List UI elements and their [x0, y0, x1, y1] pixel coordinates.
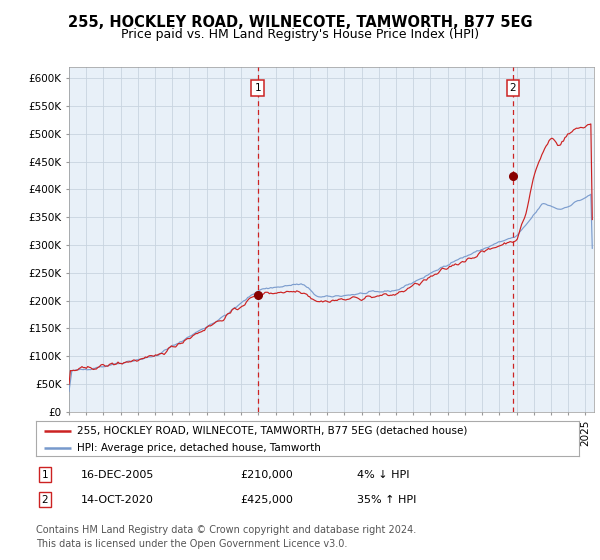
Text: 255, HOCKLEY ROAD, WILNECOTE, TAMWORTH, B77 5EG (detached house): 255, HOCKLEY ROAD, WILNECOTE, TAMWORTH, …	[77, 426, 467, 436]
Text: 2: 2	[509, 83, 516, 94]
Text: 4% ↓ HPI: 4% ↓ HPI	[357, 470, 409, 480]
Text: 1: 1	[41, 470, 49, 480]
Text: 1: 1	[254, 83, 261, 94]
Text: HPI: Average price, detached house, Tamworth: HPI: Average price, detached house, Tamw…	[77, 442, 320, 452]
Text: 35% ↑ HPI: 35% ↑ HPI	[357, 494, 416, 505]
Text: £210,000: £210,000	[240, 470, 293, 480]
Text: 16-DEC-2005: 16-DEC-2005	[81, 470, 154, 480]
Text: 14-OCT-2020: 14-OCT-2020	[81, 494, 154, 505]
Text: Contains HM Land Registry data © Crown copyright and database right 2024.
This d: Contains HM Land Registry data © Crown c…	[36, 525, 416, 549]
Text: 255, HOCKLEY ROAD, WILNECOTE, TAMWORTH, B77 5EG: 255, HOCKLEY ROAD, WILNECOTE, TAMWORTH, …	[68, 15, 532, 30]
Text: £425,000: £425,000	[240, 494, 293, 505]
Text: 2: 2	[41, 494, 49, 505]
Text: Price paid vs. HM Land Registry's House Price Index (HPI): Price paid vs. HM Land Registry's House …	[121, 28, 479, 41]
